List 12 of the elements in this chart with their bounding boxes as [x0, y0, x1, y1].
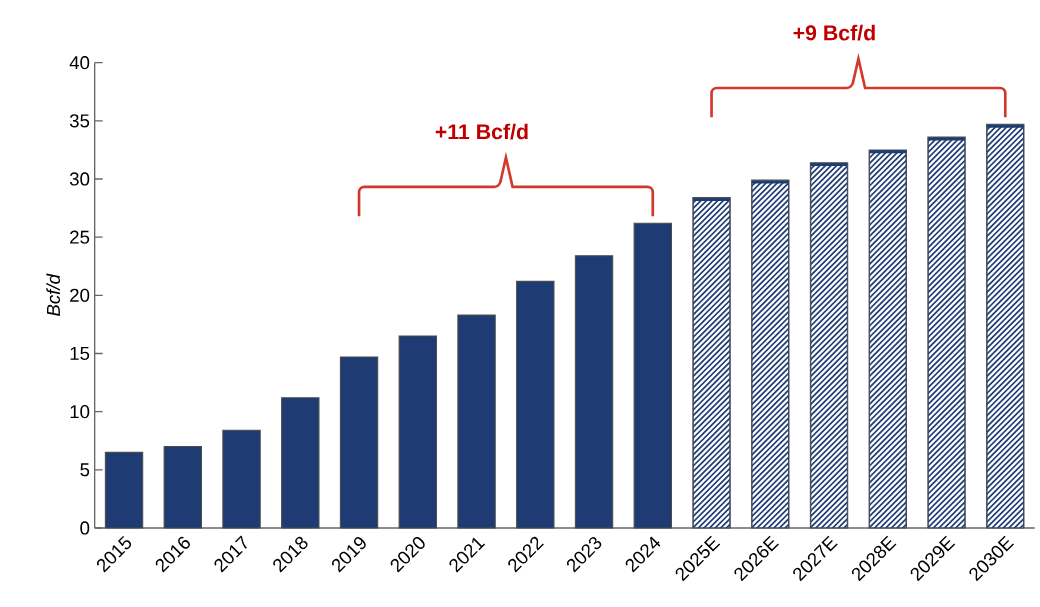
y-tick-label: 25	[70, 230, 90, 244]
y-tick-label: 0	[80, 521, 90, 535]
annotation: +11 Bcf/d	[435, 123, 528, 140]
y-tick-label: 5	[80, 463, 90, 477]
y-tick-label: 20	[70, 288, 90, 303]
y-tick-label: 35	[69, 114, 90, 128]
y-axis-title: Bcf/d	[46, 273, 61, 317]
y-tick-label: 10	[70, 405, 90, 419]
y-tick-label: 40	[69, 56, 90, 70]
y-tick-label: 30	[69, 172, 90, 186]
text: +9 Bcf/d	[793, 24, 875, 41]
y-tick-label: 15	[70, 347, 90, 361]
